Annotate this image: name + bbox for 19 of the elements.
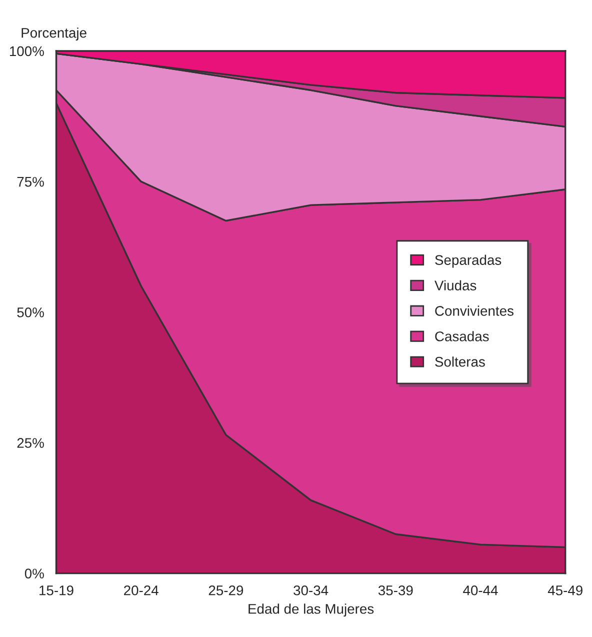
x-tick-label: 20-24 [124,585,158,596]
y-tick-label: 75% [17,176,44,187]
legend-label: Solteras [435,356,485,367]
y-axis-title: Porcentaje [22,28,86,41]
x-tick-label: 30-34 [294,585,328,596]
legend-label: Casadas [435,331,489,342]
legend-label: Viudas [434,280,476,290]
y-tick-label: 50% [17,307,44,318]
y-tick-label: 25% [17,438,44,448]
x-tick-label: 25-29 [208,585,244,596]
x-axis-title: Edad de las Mujeres [248,604,374,617]
y-tick-label: 0% [24,568,44,578]
x-tick-label: 45-49 [548,585,582,596]
x-tick-label: 15-19 [40,585,74,596]
x-tick-label: 40-44 [463,585,498,596]
legend-label: Convivientes [435,306,514,316]
x-tick-label: 35-39 [378,585,413,596]
y-tick-label: 100% [10,46,44,56]
legend-label: Separadas [435,254,502,268]
